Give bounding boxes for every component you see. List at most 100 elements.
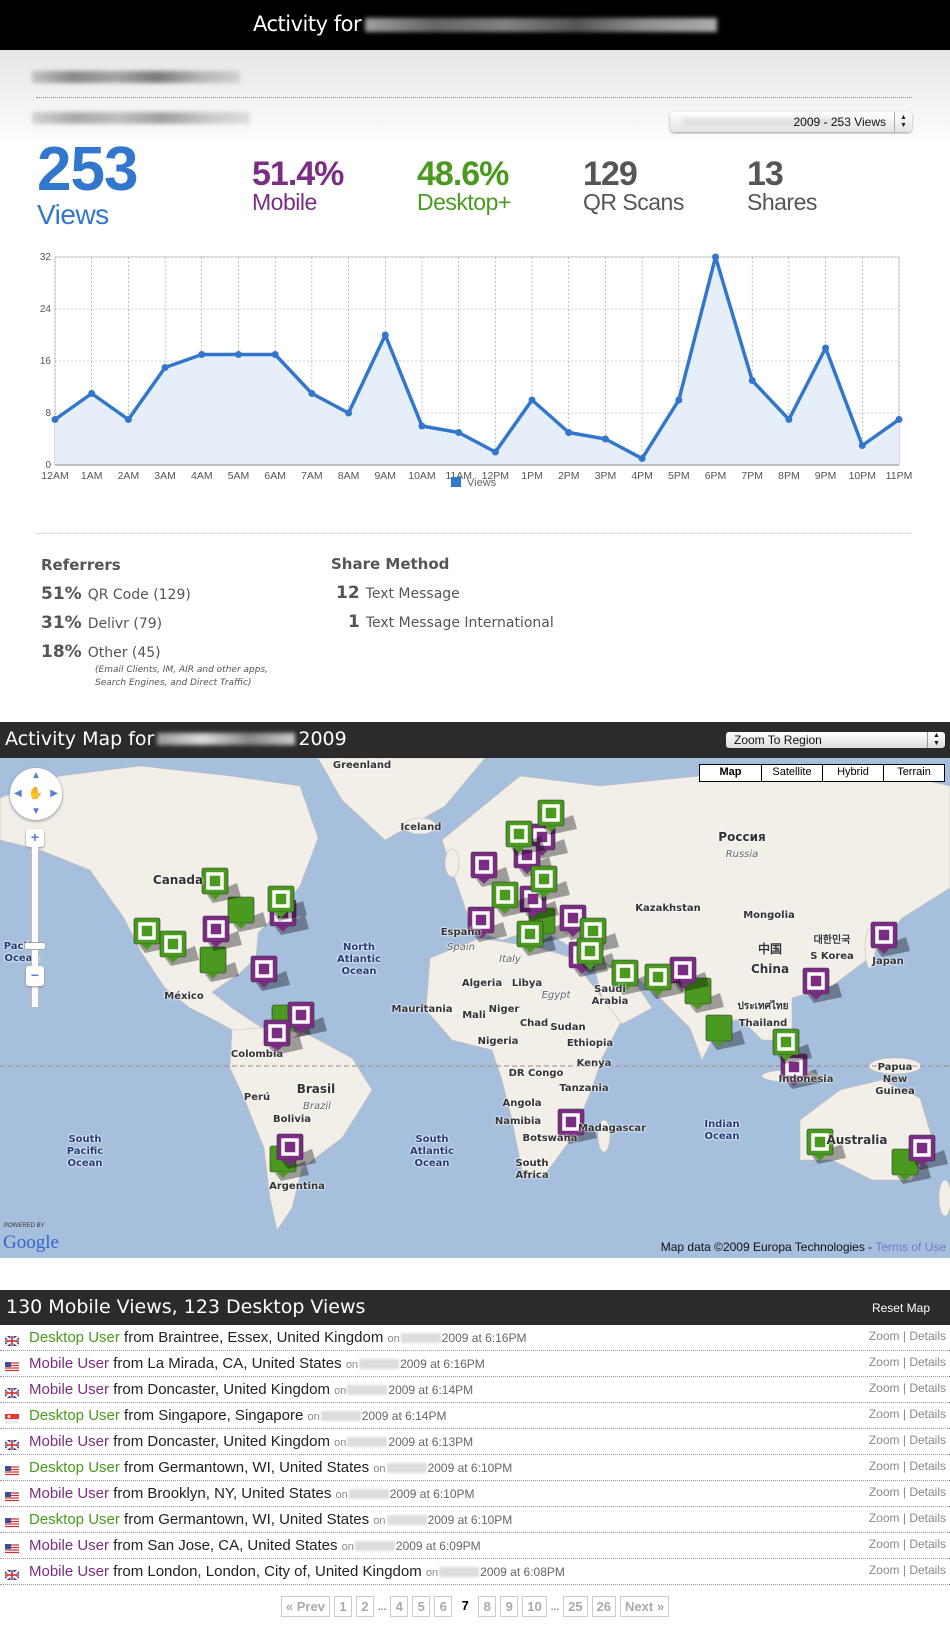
data-point-6AM[interactable] — [271, 351, 279, 358]
data-point-11PM[interactable] — [895, 416, 903, 423]
mobile-view-marker[interactable] — [467, 906, 507, 942]
map-type-map[interactable]: Map — [719, 766, 742, 778]
mobile-view-marker[interactable] — [276, 1133, 316, 1169]
zoom-link[interactable]: Zoom — [868, 1485, 900, 1499]
mobile-view-marker[interactable] — [263, 1019, 303, 1055]
desktop-view-marker[interactable] — [227, 896, 267, 932]
data-point-3PM[interactable] — [601, 435, 609, 443]
page-8-button[interactable]: 8 — [478, 1596, 497, 1617]
data-point-12PM[interactable] — [491, 448, 499, 456]
desktop-view-marker[interactable] — [159, 930, 199, 966]
map-type-satellite[interactable]: Satellite — [761, 765, 822, 781]
reset-map-button[interactable]: Reset Map — [871, 1301, 930, 1315]
google-logo[interactable]: Google — [3, 1232, 59, 1253]
data-point-9PM[interactable] — [822, 344, 830, 352]
details-link[interactable]: Details — [909, 1381, 946, 1395]
zoom-link[interactable]: Zoom — [868, 1407, 900, 1421]
desktop-view-marker[interactable] — [201, 867, 241, 903]
desktop-view-marker[interactable] — [644, 963, 684, 999]
desktop-view-marker[interactable] — [772, 1028, 812, 1064]
zoom-in-button[interactable]: + — [26, 829, 44, 847]
mobile-view-marker[interactable] — [669, 956, 709, 992]
data-point-10PM[interactable] — [858, 442, 866, 449]
data-point-2AM[interactable] — [124, 416, 132, 423]
page-25-button[interactable]: 25 — [563, 1596, 588, 1617]
mobile-view-marker[interactable] — [250, 955, 290, 991]
prev-page-button[interactable]: « Prev — [280, 1596, 330, 1617]
data-point-4PM[interactable] — [638, 455, 646, 462]
page-9-button[interactable]: 9 — [500, 1596, 519, 1617]
mobile-view-marker[interactable] — [802, 967, 842, 1003]
desktop-view-marker[interactable] — [576, 937, 616, 973]
pan-right-icon[interactable]: ▶ — [50, 788, 58, 799]
data-point-7PM[interactable] — [748, 377, 756, 384]
mobile-view-marker[interactable] — [908, 1134, 948, 1170]
desktop-view-marker[interactable] — [516, 920, 556, 956]
desktop-view-marker[interactable] — [806, 1128, 846, 1164]
data-point-7AM[interactable] — [308, 390, 316, 397]
pan-control[interactable]: ◀ ▶ ▲ ▼ ✋ — [10, 768, 62, 820]
desktop-view-marker[interactable] — [491, 881, 531, 917]
map-type-hybrid[interactable]: Hybrid — [822, 765, 883, 781]
zoom-link[interactable]: Zoom — [868, 1459, 900, 1473]
page-4-button[interactable]: 4 — [390, 1596, 409, 1617]
data-point-11AM[interactable] — [455, 429, 463, 436]
desktop-view-marker[interactable] — [705, 1014, 745, 1050]
page-6-button[interactable]: 6 — [434, 1596, 453, 1617]
hand-icon[interactable]: ✋ — [28, 786, 43, 800]
data-point-3AM[interactable] — [161, 364, 169, 371]
page-2-button[interactable]: 2 — [355, 1596, 374, 1617]
page-10-button[interactable]: 10 — [522, 1596, 547, 1617]
zoom-out-button[interactable]: − — [26, 966, 44, 986]
data-point-12AM[interactable] — [51, 416, 59, 423]
mobile-view-marker[interactable] — [557, 1108, 597, 1144]
mobile-view-marker[interactable] — [202, 915, 242, 951]
zoom-handle[interactable] — [24, 942, 46, 950]
page-1-button[interactable]: 1 — [333, 1596, 352, 1617]
period-select[interactable]: 2009 - 253 Views ▲ ▼ — [670, 112, 912, 132]
zoom-link[interactable]: Zoom — [868, 1563, 900, 1577]
data-point-10AM[interactable] — [418, 422, 426, 430]
details-link[interactable]: Details — [909, 1329, 946, 1343]
mobile-view-marker[interactable] — [287, 1001, 327, 1037]
zoom-link[interactable]: Zoom — [868, 1381, 900, 1395]
terms-of-use-link[interactable]: Terms of Use — [875, 1240, 946, 1254]
details-link[interactable]: Details — [909, 1537, 946, 1551]
mobile-view-marker[interactable] — [870, 921, 910, 957]
zoom-link[interactable]: Zoom — [868, 1511, 900, 1525]
zoom-link[interactable]: Zoom — [868, 1537, 900, 1551]
desktop-view-marker[interactable] — [505, 820, 545, 856]
desktop-view-marker[interactable] — [267, 885, 307, 921]
activity-map[interactable]: Greenland Iceland Canada Pacific Ocean North… — [0, 758, 950, 1258]
desktop-view-marker[interactable] — [530, 865, 570, 901]
page-26-button[interactable]: 26 — [591, 1596, 617, 1617]
desktop-view-marker[interactable] — [537, 799, 577, 835]
zoom-link[interactable]: Zoom — [868, 1433, 900, 1447]
pan-down-icon[interactable]: ▼ — [31, 806, 41, 817]
data-point-1AM[interactable] — [88, 390, 96, 397]
pan-left-icon[interactable]: ◀ — [14, 788, 22, 799]
data-point-4AM[interactable] — [198, 351, 206, 358]
data-point-8PM[interactable] — [785, 416, 793, 423]
desktop-view-marker[interactable] — [684, 977, 724, 1013]
next-page-button[interactable]: Next » — [620, 1596, 670, 1617]
data-point-5PM[interactable] — [675, 396, 683, 404]
data-point-5AM[interactable] — [234, 351, 242, 358]
zoom-link[interactable]: Zoom — [868, 1329, 900, 1343]
page-5-button[interactable]: 5 — [412, 1596, 431, 1617]
mobile-view-marker[interactable] — [780, 1053, 820, 1089]
data-point-2PM[interactable] — [565, 429, 573, 436]
desktop-view-marker[interactable] — [199, 946, 239, 982]
details-link[interactable]: Details — [909, 1355, 946, 1369]
zoom-link[interactable]: Zoom — [868, 1355, 900, 1369]
details-link[interactable]: Details — [909, 1433, 946, 1447]
data-point-8AM[interactable] — [345, 409, 353, 417]
map-tiles[interactable] — [0, 758, 950, 1258]
zoom-to-region-select[interactable]: Zoom To Region ▲ ▼ — [726, 732, 945, 748]
map-type-terrain[interactable]: Terrain — [883, 765, 944, 781]
pan-up-icon[interactable]: ▲ — [31, 770, 41, 781]
data-point-6PM[interactable] — [712, 253, 720, 261]
details-link[interactable]: Details — [909, 1485, 946, 1499]
details-link[interactable]: Details — [909, 1563, 946, 1577]
desktop-view-marker[interactable] — [611, 959, 651, 995]
